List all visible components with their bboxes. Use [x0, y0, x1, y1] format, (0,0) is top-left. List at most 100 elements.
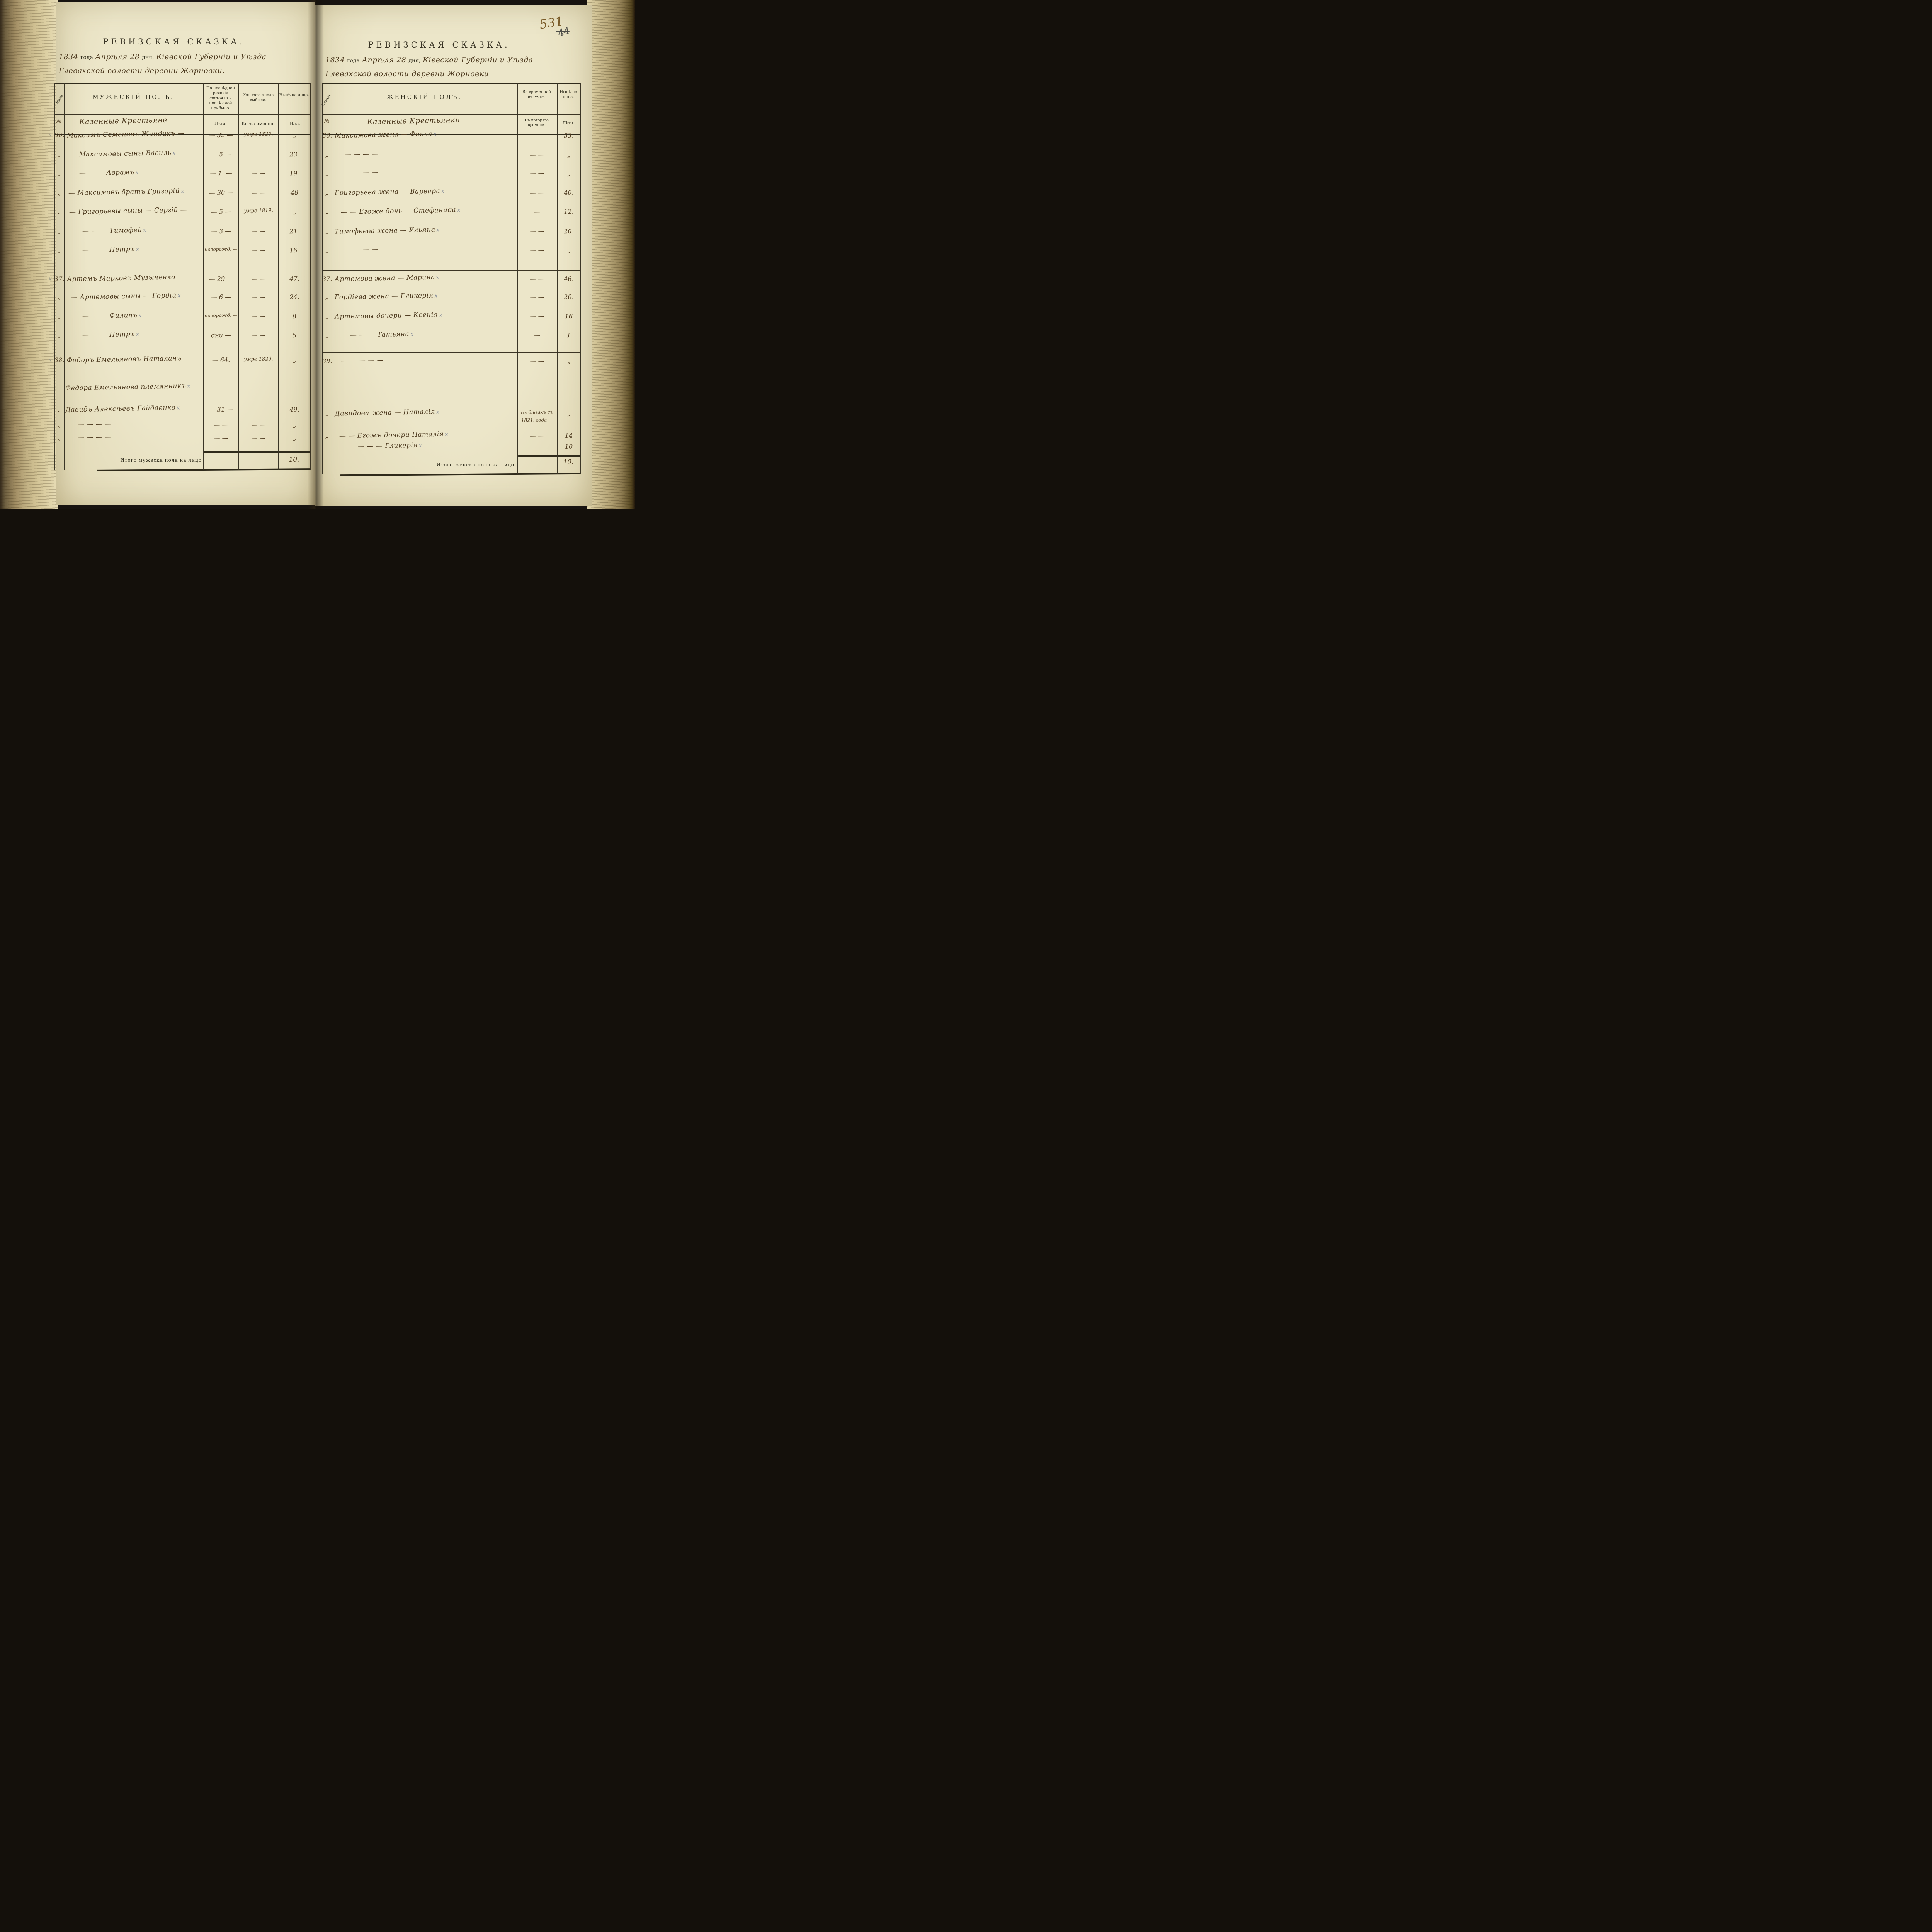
temporary-absence: — —: [530, 357, 544, 365]
left-col-out-sub: Когда именно.: [242, 121, 275, 126]
left-header-bottom-rule: [54, 134, 311, 135]
right-date-line2: Глевахской волости деревни Жорновки: [325, 70, 489, 78]
right-date-line1: 1834 года Апрѣля 28 дня, Кіевской Губерн…: [325, 56, 580, 64]
right-vline-name: [517, 83, 518, 474]
temporary-absence: — —: [530, 189, 544, 197]
person-name: — — — Гликерія x: [357, 441, 422, 451]
person-name: — — — —: [344, 245, 379, 254]
right-vline-away: [557, 83, 558, 474]
check-x-mark: x: [436, 274, 440, 281]
right-section-rule-1: [322, 270, 580, 271]
temporary-absence: —: [534, 331, 541, 339]
age-now: „: [567, 169, 571, 177]
book-gutter: [308, 0, 324, 509]
right-date-day: Апрѣля 28: [362, 56, 406, 64]
age-now: „: [567, 151, 571, 159]
right-date-day-label: дня,: [408, 58, 421, 64]
right-table-top-rule: [322, 83, 580, 84]
left-date-day: Апрѣля 28: [95, 53, 140, 61]
left-total-value: 10.: [289, 456, 299, 464]
right-header-mid-rule: [322, 114, 580, 115]
revision-list-scan: 531 44 РЕВИЗСКАЯ СКАЗКА. 1834 года Апрѣл…: [0, 0, 635, 509]
age-now: 53.: [564, 131, 574, 139]
temporary-absence: — —: [530, 151, 544, 159]
left-vline-prev: [238, 83, 239, 470]
right-title: РЕВИЗСКАЯ СКАЗКА.: [368, 40, 510, 49]
left-page: [56, 2, 315, 505]
person-name: Максимова жена — Фекла x: [334, 130, 437, 140]
left-date-line1: 1834 года Апрѣля 28 дня, Кіевской Губерн…: [59, 53, 310, 61]
check-x-mark: x: [441, 188, 445, 195]
temporary-absence: въ бѣгахъ съ: [521, 409, 553, 415]
left-header-mid-rule: [54, 114, 311, 115]
right-section-rule-2: [322, 352, 580, 353]
age-now: 40.: [564, 189, 574, 197]
left-col-rev: По послѣдней ревизіи состояло и послѣ он…: [206, 86, 235, 111]
check-x-mark: x: [439, 312, 442, 318]
right-footer-upper-rule: [518, 455, 580, 457]
age-now: 12.: [564, 207, 574, 216]
person-name: Гордіева жена — Гликерія x: [334, 291, 438, 301]
person-name: Давидова жена — Наталія x: [334, 408, 440, 418]
person-name: — — — — —: [340, 356, 384, 365]
person-name: Григорьева жена — Варвара x: [334, 187, 445, 197]
person-name: — — — Татьяна x: [350, 330, 414, 339]
left-vline-out: [278, 83, 279, 470]
left-date-line2: Глевахской волости деревни Жорновки.: [59, 66, 225, 75]
right-col-now-sub: Лѣта.: [562, 121, 575, 126]
right-col-away: Во временной отлучкѣ.: [522, 90, 551, 99]
temporary-absence: — —: [530, 312, 544, 320]
left-col-now: Нынѣ на лицо.: [279, 93, 309, 97]
left-date-year: 1834: [59, 53, 78, 61]
check-x-mark: x: [434, 293, 438, 299]
temporary-absence: — —: [530, 432, 544, 440]
right-col-away-sub: Съ котораго времени.: [525, 118, 549, 128]
torn-page-stack-left: [0, 0, 58, 509]
temporary-absence-line2: 1821. года —: [521, 417, 553, 423]
check-x-mark: x: [445, 431, 449, 438]
left-total-label: Итого мужеска пола на лицо: [120, 457, 202, 463]
left-col-now-sub: Лѣта.: [288, 121, 300, 126]
age-now: „: [567, 409, 571, 417]
age-now: 46.: [564, 275, 574, 283]
right-col-no: №: [324, 118, 330, 124]
right-date-year: 1834: [325, 56, 345, 64]
age-now: 16: [565, 312, 573, 320]
temporary-absence: — —: [530, 169, 544, 177]
left-col-no: №: [56, 118, 62, 124]
left-date-region: Кіевской Губерніи и Уѣзда: [156, 53, 267, 61]
torn-page-stack-right: [587, 0, 635, 509]
left-title: РЕВИЗСКАЯ СКАЗКА.: [103, 37, 245, 46]
right-date-year-label: года: [347, 58, 360, 64]
temporary-absence: — —: [530, 275, 544, 283]
left-date-day-label: дня,: [142, 54, 154, 61]
age-now: 10: [565, 442, 573, 451]
right-col-main: ЖЕНСКІЙ ПОЛЪ.: [386, 94, 462, 100]
temporary-absence: — —: [530, 442, 544, 451]
check-x-mark: x: [410, 331, 414, 338]
left-vline-no: [64, 83, 65, 470]
right-date-region: Кіевской Губерніи и Уѣзда: [423, 56, 533, 64]
check-x-mark: x: [436, 227, 440, 233]
temporary-absence: — —: [530, 131, 544, 139]
age-now: „: [567, 357, 571, 365]
temporary-absence: — —: [530, 227, 544, 235]
left-col-main: МУЖЕСКІЙ ПОЛЪ.: [92, 94, 174, 100]
left-table-top-rule: [54, 83, 311, 84]
right-total-label: Итого женска пола на лицо: [436, 462, 514, 468]
person-name: — — — —: [344, 150, 379, 158]
right-col-now: Нынѣ на лицо.: [560, 90, 577, 99]
left-vline-name: [203, 83, 204, 470]
person-name: — — Егоже дочь — Стефанида x: [340, 206, 461, 216]
check-x-mark: x: [418, 442, 422, 449]
age-now: 20.: [564, 293, 574, 301]
left-vline-outer: [54, 83, 55, 470]
check-x-mark: x: [433, 131, 437, 138]
right-total-value: 10.: [563, 458, 574, 466]
temporary-absence: —: [534, 207, 541, 216]
right-page: [315, 5, 592, 506]
age-now: „: [567, 246, 571, 254]
left-col-out: Изъ того числа выбыло.: [242, 93, 274, 102]
temporary-absence: — —: [530, 246, 544, 254]
age-now: 1: [566, 331, 571, 339]
